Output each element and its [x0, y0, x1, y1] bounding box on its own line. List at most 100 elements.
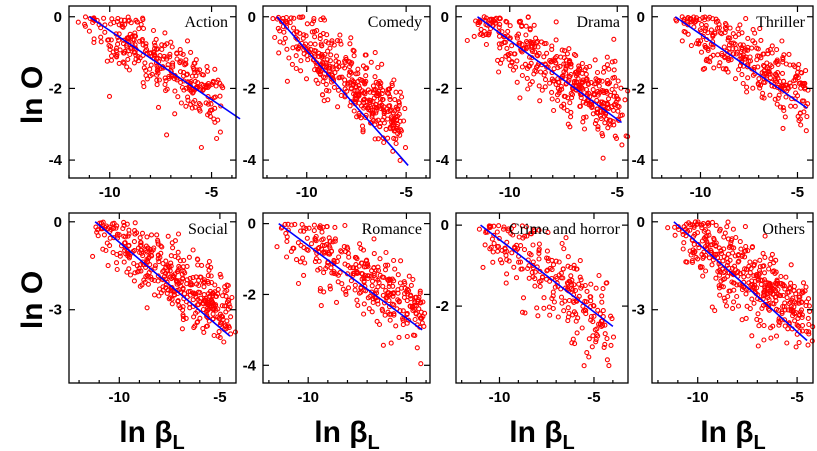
data-point	[300, 255, 306, 261]
data-point	[214, 135, 220, 142]
data-point	[175, 231, 182, 237]
data-point	[327, 63, 333, 69]
data-point	[138, 242, 144, 248]
data-point	[338, 248, 344, 254]
data-point	[527, 26, 533, 32]
data-point	[345, 81, 351, 87]
data-point	[588, 102, 594, 108]
data-point	[82, 14, 89, 20]
data-point	[786, 285, 793, 291]
data-point	[156, 77, 162, 83]
data-point	[383, 288, 389, 294]
data-point	[407, 303, 413, 310]
data-point	[496, 223, 502, 229]
data-point	[499, 29, 505, 35]
data-point	[351, 108, 357, 114]
data-point	[285, 221, 291, 227]
data-point	[155, 239, 161, 245]
data-point	[755, 311, 761, 317]
data-point	[397, 157, 403, 163]
data-point	[725, 259, 731, 266]
y-tick-label: -2	[632, 80, 645, 97]
x-tick-label: -10	[489, 389, 511, 406]
data-point	[781, 107, 787, 114]
data-point	[105, 263, 111, 269]
data-point	[781, 304, 787, 310]
data-point	[137, 38, 143, 44]
data-point	[480, 264, 486, 270]
data-point	[553, 81, 559, 87]
y-tick-label: 0	[248, 216, 256, 233]
data-point	[380, 342, 386, 348]
data-point	[725, 251, 731, 257]
data-point	[209, 107, 215, 113]
data-point	[516, 19, 523, 25]
data-point	[516, 259, 522, 265]
data-point	[745, 44, 751, 50]
data-point	[206, 267, 212, 273]
data-point	[320, 79, 326, 85]
data-point	[491, 232, 497, 238]
data-point	[154, 232, 160, 238]
data-point	[549, 46, 555, 52]
data-point	[204, 314, 210, 320]
data-point	[597, 321, 603, 327]
data-point	[758, 281, 764, 287]
data-point	[360, 129, 366, 135]
data-point	[683, 233, 689, 239]
data-point	[410, 276, 416, 283]
y-tick-label: -2	[243, 80, 256, 97]
data-point	[121, 60, 127, 66]
data-point	[398, 258, 404, 264]
data-point	[532, 68, 538, 74]
data-point	[382, 267, 389, 273]
data-point	[217, 93, 223, 99]
data-point	[191, 325, 197, 331]
data-point	[512, 245, 518, 251]
data-point	[395, 290, 401, 296]
data-point	[760, 51, 766, 57]
data-point	[516, 234, 522, 240]
data-point	[582, 282, 588, 289]
panel-crime-and-horror: -10 -5 0 -2 Crime and horror	[436, 212, 629, 406]
data-point	[98, 34, 104, 40]
data-point	[404, 286, 411, 292]
x-tick-label: -5	[399, 184, 412, 201]
data-point	[464, 37, 470, 44]
data-point	[556, 259, 562, 265]
data-point	[355, 66, 361, 72]
data-point	[605, 81, 612, 87]
data-point	[776, 292, 783, 298]
data-point	[529, 43, 535, 49]
data-point	[393, 136, 399, 142]
data-point	[309, 29, 315, 35]
data-point	[514, 33, 520, 39]
data-point	[595, 126, 601, 132]
data-point	[565, 305, 571, 311]
data-point	[288, 248, 294, 254]
x-tick-label: -5	[587, 389, 600, 406]
data-point	[497, 45, 503, 51]
data-point	[538, 69, 544, 75]
data-point	[805, 315, 811, 321]
data-point	[565, 263, 571, 269]
data-point	[797, 110, 803, 117]
data-point	[571, 262, 577, 268]
data-point	[735, 268, 741, 275]
data-point	[370, 296, 376, 302]
data-point	[363, 258, 369, 264]
data-point	[796, 340, 802, 346]
data-point	[125, 56, 131, 62]
data-point	[769, 285, 775, 291]
data-point	[177, 69, 184, 75]
data-point	[120, 24, 126, 30]
data-point	[739, 317, 745, 323]
data-point	[724, 224, 730, 230]
data-point	[567, 100, 573, 106]
data-point	[189, 282, 195, 288]
data-point	[785, 289, 791, 295]
data-point	[320, 15, 326, 21]
data-point	[519, 64, 525, 70]
y-tick-label: -2	[436, 80, 449, 97]
data-point	[785, 86, 791, 92]
